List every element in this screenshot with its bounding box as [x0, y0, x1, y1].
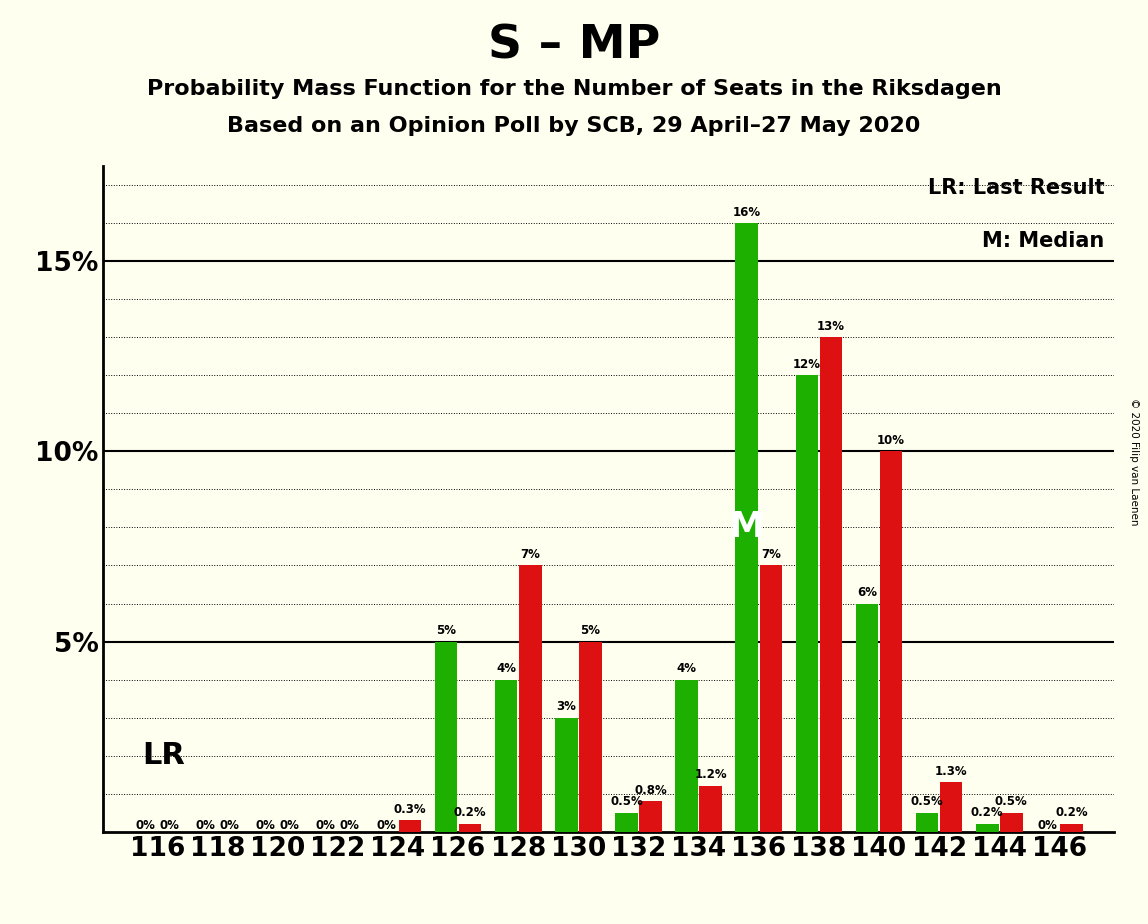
Text: 0.5%: 0.5% [610, 795, 643, 808]
Text: S – MP: S – MP [488, 23, 660, 68]
Text: 7%: 7% [520, 548, 541, 561]
Bar [639, 801, 661, 832]
Text: 16%: 16% [732, 206, 761, 219]
Text: Probability Mass Function for the Number of Seats in the Riksdagen: Probability Mass Function for the Number… [147, 79, 1001, 99]
Bar [916, 812, 938, 832]
Bar [398, 821, 421, 832]
Bar [1061, 824, 1083, 832]
Bar [556, 718, 577, 832]
Bar [736, 224, 758, 832]
Text: LR: LR [142, 741, 185, 770]
Text: 0%: 0% [256, 819, 276, 832]
Text: 1.2%: 1.2% [695, 769, 727, 782]
Bar [760, 565, 782, 832]
Text: 5%: 5% [581, 624, 600, 637]
Text: 0.2%: 0.2% [971, 807, 1003, 820]
Text: 1.3%: 1.3% [934, 765, 968, 778]
Text: 0.3%: 0.3% [394, 803, 426, 816]
Text: LR: Last Result: LR: Last Result [928, 177, 1104, 198]
Text: 4%: 4% [676, 662, 697, 675]
Text: 0.2%: 0.2% [453, 807, 487, 820]
Text: 0%: 0% [280, 819, 300, 832]
Bar [976, 824, 999, 832]
Text: 13%: 13% [817, 320, 845, 333]
Bar [699, 786, 722, 832]
Bar [459, 824, 481, 832]
Text: 0%: 0% [316, 819, 335, 832]
Text: 4%: 4% [496, 662, 517, 675]
Text: M: M [729, 510, 765, 544]
Text: 0%: 0% [377, 819, 396, 832]
Bar [820, 337, 843, 832]
Bar [855, 603, 878, 832]
Text: 7%: 7% [761, 548, 781, 561]
Text: 5%: 5% [436, 624, 456, 637]
Text: 0%: 0% [160, 819, 179, 832]
Bar [615, 812, 638, 832]
Text: 0.8%: 0.8% [634, 784, 667, 796]
Bar [796, 375, 819, 832]
Text: 0.2%: 0.2% [1055, 807, 1088, 820]
Bar [879, 452, 902, 832]
Bar [495, 679, 518, 832]
Bar [940, 783, 962, 832]
Bar [579, 641, 602, 832]
Text: 0.5%: 0.5% [910, 795, 944, 808]
Text: 6%: 6% [858, 586, 877, 599]
Text: Based on an Opinion Poll by SCB, 29 April–27 May 2020: Based on an Opinion Poll by SCB, 29 Apri… [227, 116, 921, 136]
Text: 3%: 3% [557, 700, 576, 713]
Text: 0%: 0% [340, 819, 359, 832]
Bar [519, 565, 542, 832]
Bar [435, 641, 457, 832]
Text: 0%: 0% [195, 819, 216, 832]
Text: M: Median: M: Median [983, 231, 1104, 251]
Bar [675, 679, 698, 832]
Bar [1000, 812, 1023, 832]
Text: 10%: 10% [877, 434, 905, 447]
Text: 0%: 0% [1038, 819, 1057, 832]
Text: 0%: 0% [135, 819, 155, 832]
Text: © 2020 Filip van Laenen: © 2020 Filip van Laenen [1130, 398, 1139, 526]
Text: 0.5%: 0.5% [995, 795, 1027, 808]
Text: 12%: 12% [793, 358, 821, 371]
Text: 0%: 0% [219, 819, 240, 832]
